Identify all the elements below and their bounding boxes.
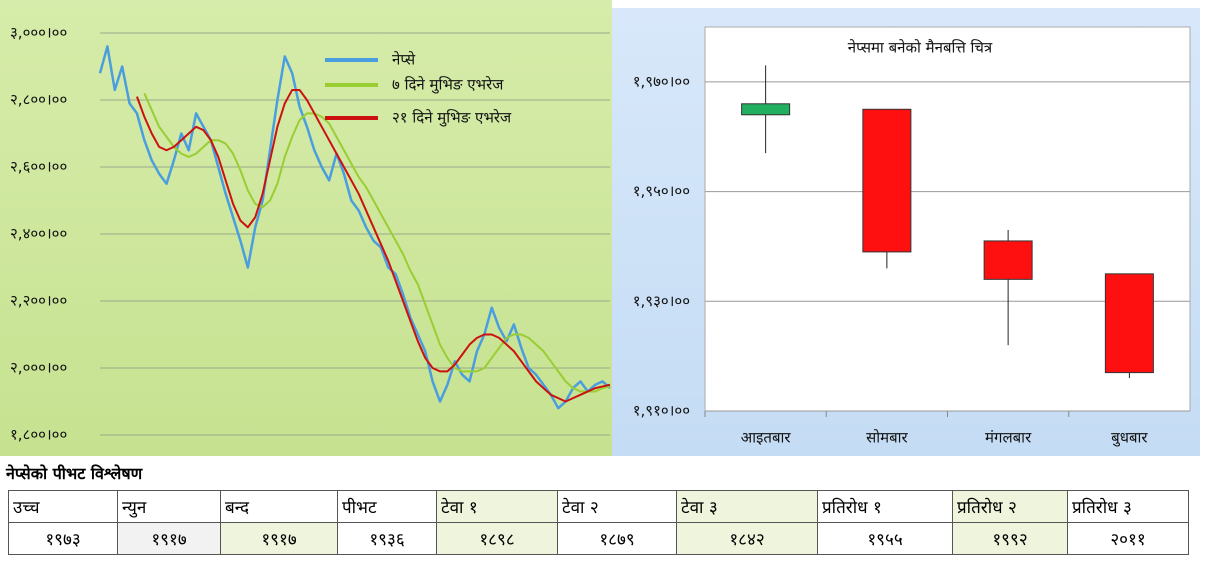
- table-cell: १८९८: [436, 522, 558, 555]
- charts: नेप्समा बनेको मैनबत्ति चित्र ३,०००।०० २,८…: [0, 0, 1200, 456]
- table-cell: १९७३: [8, 522, 118, 555]
- table-cell: १९३६: [337, 522, 437, 555]
- y-tick-label: १,९३०।००: [633, 292, 690, 310]
- table-cell: न्युन: [117, 490, 221, 523]
- table-cell: २०११: [1067, 522, 1189, 555]
- table-cell: १९१७: [220, 522, 338, 555]
- candle-body: [1104, 273, 1154, 374]
- y-tick-label: २,८००।००: [10, 91, 67, 109]
- y-tick-label: १,९५०।००: [633, 182, 690, 200]
- header-row: उच्च न्युन बन्द पीभट टेवा १ टेवा २ टेवा ३ प्रति…: [8, 490, 1189, 523]
- x-tick-label: बुधबार: [1111, 429, 1148, 448]
- table-cell: प्रतिरोध ३: [1067, 490, 1189, 523]
- table-cell: १९१७: [117, 522, 221, 555]
- x-tick-label: आइतबार: [741, 429, 792, 447]
- table-title: नेप्सेको पीभट विश्लेषण: [6, 464, 143, 483]
- legend-label: ७ दिने मुभिङ एभरेज: [392, 76, 504, 95]
- table-cell: उच्च: [8, 490, 118, 523]
- table-cell: १८४२: [676, 522, 818, 555]
- y-tick-label: २,०००।००: [10, 359, 67, 377]
- table-cell: १८७९: [557, 522, 677, 555]
- candle-body: [862, 108, 912, 253]
- x-tick-label: मंगलबार: [985, 429, 1032, 447]
- pivot-table: उच्च न्युन बन्द पीभट टेवा १ टेवा २ टेवा ३ प्रति…: [8, 490, 1189, 555]
- legend-label: नेप्से: [392, 51, 416, 69]
- y-tick-label: २,४००।००: [10, 225, 67, 243]
- series-line: [136, 88, 611, 403]
- series-line: [143, 92, 611, 393]
- table-cell: १९५५: [817, 522, 953, 555]
- x-tick-label: सोमबार: [866, 429, 908, 447]
- series-line: [98, 45, 611, 410]
- table-cell: प्रतिरोध १: [817, 490, 953, 523]
- value-row: १९७३ १९१७ १९१७ १९३६ १८९८ १८७९ १८४२ १९५५ १९९२ २०११: [8, 522, 1189, 555]
- y-tick-label: २,२००।००: [10, 292, 67, 310]
- table-cell: प्रतिरोध २: [952, 490, 1068, 523]
- candle-title: नेप्समा बनेको मैनबत्ति चित्र: [848, 39, 993, 57]
- candle-body: [983, 240, 1033, 280]
- table-cell: १९९२: [952, 522, 1068, 555]
- table-cell: टेवा २: [557, 490, 677, 523]
- y-tick-label: २,६००।००: [10, 158, 67, 176]
- table-cell: टेवा १: [436, 490, 558, 523]
- y-tick-label: ३,०००।००: [10, 24, 67, 42]
- table-cell: टेवा ३: [676, 490, 818, 523]
- table-cell: पीभट: [337, 490, 437, 523]
- y-tick-label: १,८००।००: [10, 426, 67, 444]
- line-chart-bg: [0, 0, 612, 456]
- y-tick-label: १,९१०।००: [633, 402, 690, 420]
- candle-body: [741, 103, 791, 116]
- y-tick-label: १,९७०।००: [633, 72, 690, 90]
- legend-label: २१ दिने मुभिङ एभरेज: [392, 109, 512, 128]
- table-cell: बन्द: [220, 490, 338, 523]
